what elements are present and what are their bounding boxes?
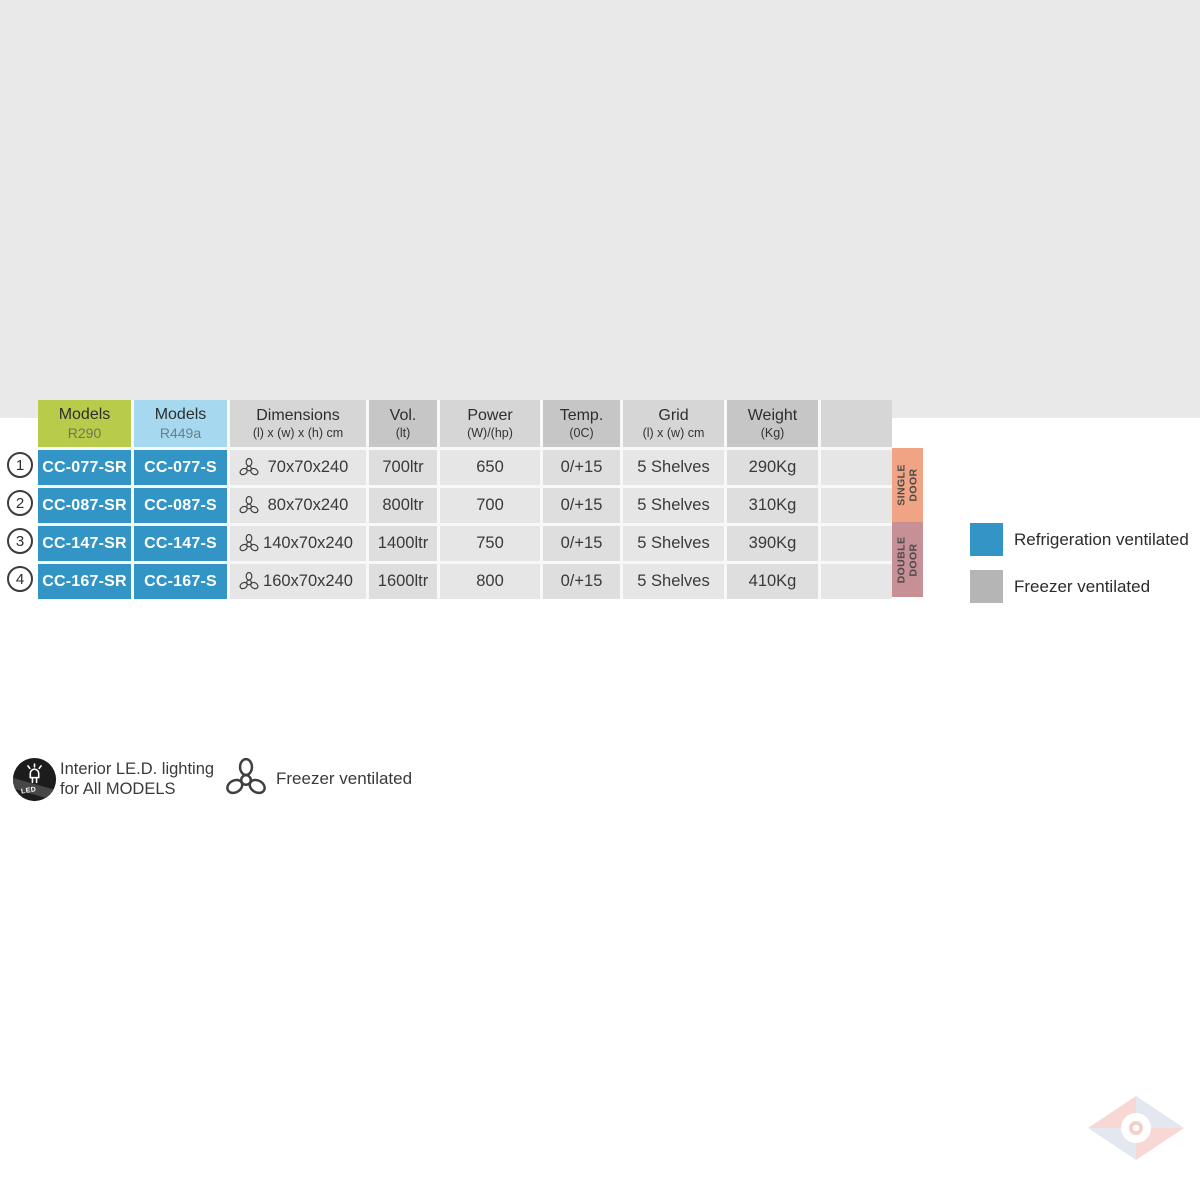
model-r449a-cell: CC-147-S [134,526,227,561]
power-cell: 650 [440,450,540,485]
weight-cell: 290Kg [727,450,818,485]
legend-item-freezer: Freezer ventilated [970,570,1189,603]
filler-cell [821,488,892,523]
dimensions-value: 160x70x240 [263,572,353,590]
header-subtitle: (W)/(hp) [467,425,513,440]
legend-item-refrigeration: Refrigeration ventilated [970,523,1189,556]
temp-cell: 0/+15 [543,450,620,485]
door-type-column: SINGLE DOOR DOUBLE DOOR [892,448,923,597]
row-number-4: 4 [7,566,33,592]
volume-cell: 1400ltr [369,526,437,561]
volume-cell: 800ltr [369,488,437,523]
fan-icon [238,533,260,555]
temp-cell: 0/+15 [543,564,620,599]
row-number-2: 2 [7,490,33,516]
led-badge-text: LED [21,786,37,795]
header-title: Dimensions [256,407,340,425]
grid-cell: 5 Shelves [623,564,724,599]
freezer-ventilated-note: Freezer ventilated [276,769,413,788]
header-volume: Vol. (lt) [369,400,437,447]
led-note-line1: Interior LE.D. lighting [60,760,215,778]
single-door-line2: DOOR [906,468,919,502]
header-temp: Temp. (0C) [543,400,620,447]
dimensions-cell: 140x70x240 [230,526,366,561]
weight-cell: 410Kg [727,564,818,599]
dimensions-cell: 70x70x240 [230,450,366,485]
fan-icon [238,571,260,593]
model-r449a-cell: CC-167-S [134,564,227,599]
grid-cell: 5 Shelves [623,526,724,561]
power-cell: 750 [440,526,540,561]
legend-label: Freezer ventilated [1014,576,1151,596]
double-door-label: DOUBLE DOOR [892,522,923,597]
dimensions-value: 80x70x240 [267,496,349,514]
header-subtitle: (0C) [569,425,594,440]
header-models-r449a: Models R449a [134,400,227,447]
dimensions-cell: 80x70x240 [230,488,366,523]
power-cell: 700 [440,488,540,523]
model-r290-cell: CC-167-SR [38,564,131,599]
header-grid: Grid (l) x (w) cm [623,400,724,447]
led-lighting-icon: LED [12,757,57,802]
legend-label: Refrigeration ventilated [1014,529,1189,549]
header-title: Power [467,407,513,425]
model-r290-cell: CC-147-SR [38,526,131,561]
model-r449a-cell: CC-087-S [134,488,227,523]
fan-icon [238,457,260,479]
grid-cell: 5 Shelves [623,450,724,485]
brand-watermark-logo [1088,1096,1184,1160]
header-subtitle: (lt) [395,425,411,440]
header-subtitle: R449a [159,424,202,441]
filler-cell [821,450,892,485]
header-title: Models [154,406,207,424]
header-subtitle: (l) x (w) x (h) cm [252,425,344,440]
header-subtitle: R290 [67,424,102,441]
spec-sheet-band [0,0,1200,418]
header-title: Vol. [389,407,417,425]
spec-table: Models R290 Models R449a Dimensions (l) … [38,400,892,599]
led-note-line2: for All MODELS [60,779,176,798]
header-filler [821,400,892,447]
dimensions-value: 70x70x240 [267,458,349,476]
led-lighting-note: Interior LE.D. lighting for All MODELS [60,760,214,799]
model-r449a-cell: CC-077-S [134,450,227,485]
temp-cell: 0/+15 [543,488,620,523]
weight-cell: 390Kg [727,526,818,561]
single-door-line1: SINGLE [895,464,907,506]
header-weight: Weight (Kg) [727,400,818,447]
header-title: Weight [747,407,798,425]
header-title: Temp. [559,407,604,425]
freezer-fan-icon [223,756,269,802]
weight-cell: 310Kg [727,488,818,523]
legend: Refrigeration ventilated Freezer ventila… [970,523,1189,617]
header-subtitle: (Kg) [760,425,785,440]
grid-cell: 5 Shelves [623,488,724,523]
filler-cell [821,564,892,599]
row-number-1: 1 [7,452,33,478]
power-cell: 800 [440,564,540,599]
header-title: Grid [658,407,689,425]
volume-cell: 700ltr [369,450,437,485]
dimensions-value: 140x70x240 [263,534,353,552]
header-subtitle: (l) x (w) cm [642,425,705,440]
double-door-line1: DOUBLE [895,536,907,583]
header-title: Models [58,406,111,424]
header-dimensions: Dimensions (l) x (w) x (h) cm [230,400,366,447]
temp-cell: 0/+15 [543,526,620,561]
dimensions-cell: 160x70x240 [230,564,366,599]
fan-icon [238,495,260,517]
header-models-r290: Models R290 [38,400,131,447]
volume-cell: 1600ltr [369,564,437,599]
refrigeration-color-swatch [970,523,1003,556]
row-number-3: 3 [7,528,33,554]
model-r290-cell: CC-077-SR [38,450,131,485]
header-power: Power (W)/(hp) [440,400,540,447]
model-r290-cell: CC-087-SR [38,488,131,523]
filler-cell [821,526,892,561]
double-door-line2: DOOR [906,542,919,577]
freezer-color-swatch [970,570,1003,603]
single-door-label: SINGLE DOOR [892,448,923,522]
